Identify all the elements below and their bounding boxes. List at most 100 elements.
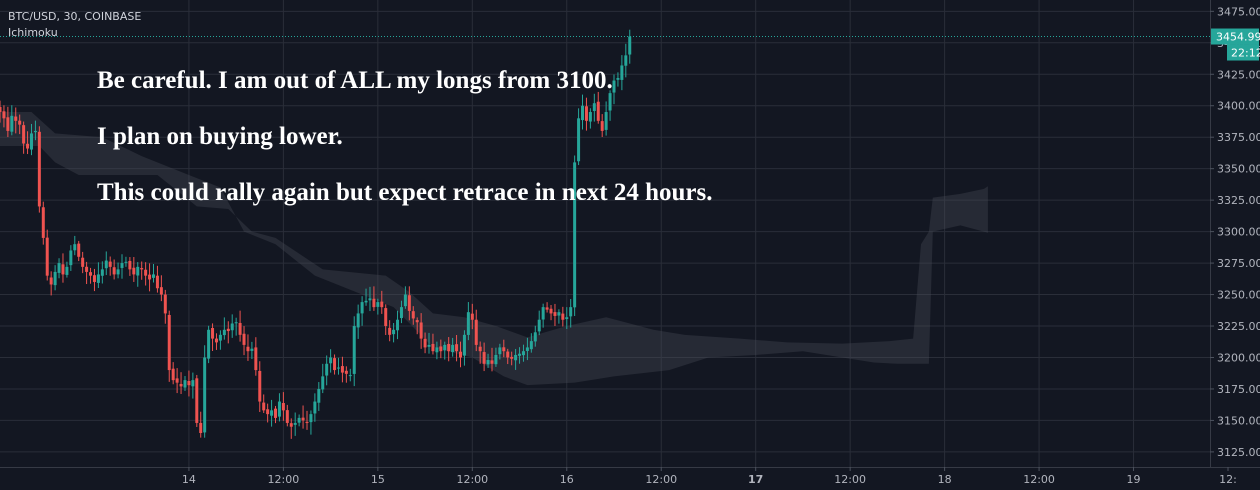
candle-body — [45, 237, 49, 276]
candle — [77, 240, 81, 262]
candle — [309, 410, 313, 435]
candle-body — [628, 36, 632, 55]
candle-body — [549, 308, 553, 314]
candle — [187, 370, 191, 397]
countdown-label: 22:12 — [1231, 47, 1260, 60]
candle-body — [69, 250, 73, 266]
candle — [474, 309, 478, 352]
time-axis[interactable]: 14 12:00 15 12:00 16 12:00 17 12:00 18 12:00 19 12: — [0, 467, 1260, 490]
candle-body — [92, 275, 96, 282]
candle — [340, 356, 344, 383]
candle-body — [293, 422, 297, 425]
candle-body — [419, 322, 423, 339]
candle — [26, 131, 30, 155]
candle-body — [494, 354, 498, 365]
candle-body — [10, 115, 14, 132]
candle-body — [203, 357, 207, 433]
candle — [510, 351, 514, 366]
candle-body — [238, 322, 242, 335]
candle — [152, 264, 155, 283]
candle-body — [407, 295, 411, 311]
candle-body — [384, 308, 388, 327]
candle-body — [250, 348, 254, 351]
candle — [81, 251, 85, 274]
candle — [254, 337, 258, 376]
candle-body — [230, 323, 234, 331]
candle-body — [498, 347, 502, 355]
candlestick-series — [0, 29, 632, 439]
candle — [427, 332, 431, 354]
candle-body — [557, 312, 561, 316]
candle — [376, 298, 380, 315]
candle — [596, 91, 600, 124]
candle-body — [541, 307, 545, 320]
candle — [486, 353, 490, 368]
indicator-label[interactable]: Ichimoku — [8, 26, 58, 39]
candle-body — [120, 263, 124, 268]
candle-body — [537, 319, 541, 332]
candle-body — [281, 403, 285, 411]
candle-body — [152, 274, 155, 278]
candle — [148, 263, 152, 292]
candle-body — [183, 380, 187, 388]
candle-body — [600, 121, 604, 131]
candle — [443, 341, 447, 360]
candle — [128, 257, 132, 276]
candle-body — [270, 410, 274, 416]
candle — [250, 341, 254, 360]
candle-body — [411, 311, 415, 319]
candle — [195, 374, 199, 427]
candle — [368, 286, 372, 312]
candle-body — [100, 269, 104, 276]
candle-body — [61, 264, 65, 275]
candle — [211, 323, 215, 352]
candle — [628, 29, 632, 64]
candle-body — [392, 329, 396, 335]
candle — [238, 310, 242, 342]
candle-body — [490, 360, 494, 364]
candle — [285, 404, 289, 427]
candle-body — [85, 266, 89, 272]
candle — [293, 412, 297, 436]
candle-body — [466, 312, 470, 335]
candle-body — [573, 162, 577, 308]
candle — [360, 296, 364, 326]
candle-body — [116, 269, 120, 275]
candle — [506, 348, 510, 365]
candle-body — [427, 344, 431, 347]
candle-body — [396, 319, 400, 331]
candle-body — [502, 347, 506, 352]
candle-body — [329, 357, 333, 364]
candle-body — [455, 344, 459, 352]
candle — [612, 74, 616, 105]
candle-body — [297, 417, 301, 423]
candle-body — [124, 261, 128, 263]
candle-body — [22, 125, 26, 144]
candle — [348, 368, 352, 382]
price-tick-label: 3175.00 — [1217, 383, 1260, 396]
time-tick-label: 12:00 — [268, 473, 300, 486]
candle-body — [443, 344, 447, 351]
candle — [352, 316, 356, 387]
candle-body — [305, 421, 309, 423]
candle-body — [179, 383, 183, 387]
candle-body — [14, 116, 18, 121]
price-axis-background — [1210, 0, 1260, 490]
candle — [545, 302, 549, 313]
candle — [61, 253, 65, 283]
candle — [167, 310, 171, 382]
candle — [364, 288, 368, 306]
candle — [388, 320, 392, 342]
candle-body — [274, 408, 278, 418]
candle — [274, 405, 278, 424]
candle — [179, 372, 183, 395]
candle — [616, 72, 620, 87]
price-axis[interactable]: 3125.00 3150.00 3175.00 3200.00 3225.00 3250.… — [1210, 0, 1260, 490]
candle-body — [588, 112, 592, 122]
candle — [577, 108, 581, 166]
candle-body — [336, 367, 340, 369]
time-tick-label: 15 — [371, 473, 385, 486]
candle-body — [234, 322, 238, 324]
candle-body — [33, 130, 37, 133]
